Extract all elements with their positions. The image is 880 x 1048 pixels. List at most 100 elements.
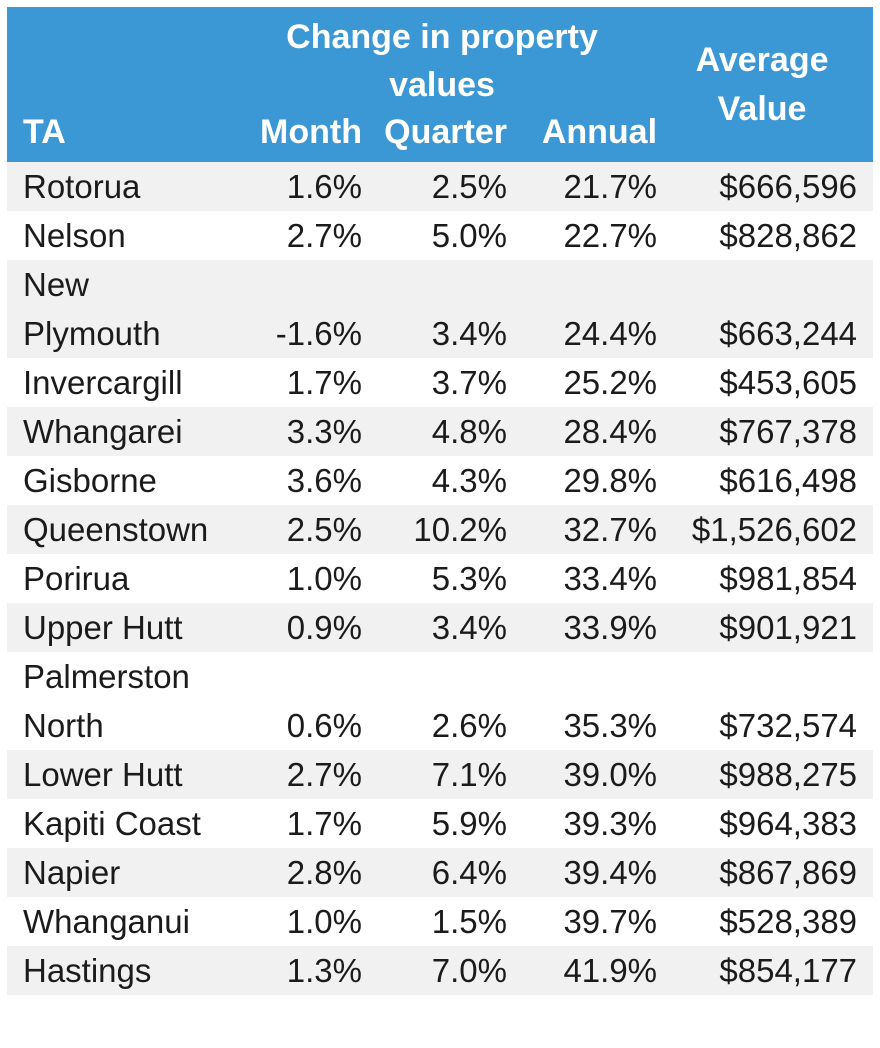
annual-cell: 25.2%	[563, 364, 658, 401]
table-row: Nelson 2.7% 5.0% 22.7% $828,862	[7, 211, 874, 260]
month-cell: 2.8%	[286, 854, 362, 891]
month-cell: 0.6%	[286, 707, 362, 744]
table-row: New Plymouth -1.6% 3.4% 24.4% $663,244	[7, 260, 874, 358]
average-value-cell: $828,862	[719, 217, 858, 254]
average-value-cell: $453,605	[719, 364, 858, 401]
column-header-quarter: Quarter	[362, 109, 507, 162]
table-row: Hastings 1.3% 7.0% 41.9% $854,177	[7, 946, 874, 995]
group-header-change-in-property-values: Change in property values	[227, 7, 658, 109]
annual-cell: 39.7%	[563, 903, 658, 940]
table-row: Whanganui 1.0% 1.5% 39.7% $528,389	[7, 897, 874, 946]
annual-cell: 33.4%	[563, 560, 658, 597]
month-cell: 1.6%	[286, 168, 362, 205]
quarter-cell: 6.4%	[431, 854, 507, 891]
table-row: Invercargill 1.7% 3.7% 25.2% $453,605	[7, 358, 874, 407]
annual-cell: 39.4%	[563, 854, 658, 891]
average-value-cell: $616,498	[719, 462, 858, 499]
group-header-label: Change in property values	[286, 18, 598, 104]
annual-cell: 22.7%	[563, 217, 658, 254]
annual-cell: 39.3%	[563, 805, 658, 842]
average-value-cell: $732,574	[719, 707, 858, 744]
table-row: Lower Hutt 2.7% 7.1% 39.0% $988,275	[7, 750, 874, 799]
table-body: Rotorua 1.6% 2.5% 21.7% $666,596 Nelson 2.7% 5.…	[7, 162, 874, 995]
quarter-cell: 5.0%	[431, 217, 507, 254]
ta-cell: Napier	[23, 854, 121, 891]
month-cell: 1.7%	[286, 805, 362, 842]
table-row: Gisborne 3.6% 4.3% 29.8% $616,498	[7, 456, 874, 505]
ta-cell: Hastings	[23, 952, 152, 989]
ta-cell: Palmerston North	[23, 658, 190, 744]
average-value-label: Average Value	[695, 40, 829, 128]
quarter-cell: 4.8%	[431, 413, 507, 450]
annual-cell: 41.9%	[563, 952, 658, 989]
month-cell: 3.6%	[286, 462, 362, 499]
ta-cell: Kapiti Coast	[23, 805, 201, 842]
quarter-cell: 3.4%	[431, 315, 507, 352]
ta-cell: Rotorua	[23, 168, 141, 205]
ta-cell: New Plymouth	[23, 266, 161, 352]
table-header: Change in property values Average Value …	[7, 7, 874, 162]
table-row: Napier 2.8% 6.4% 39.4% $867,869	[7, 848, 874, 897]
month-cell: 1.3%	[286, 952, 362, 989]
average-value-cell: $981,854	[719, 560, 858, 597]
ta-cell: Queenstown	[23, 511, 209, 548]
table-row: Queenstown 2.5% 10.2% 32.7% $1,526,602	[7, 505, 874, 554]
quarter-cell: 4.3%	[431, 462, 507, 499]
quarter-cell: 10.2%	[413, 511, 507, 548]
average-value-cell: $528,389	[719, 903, 858, 940]
average-value-cell: $854,177	[719, 952, 858, 989]
table-row: Whangarei 3.3% 4.8% 28.4% $767,378	[7, 407, 874, 456]
header-spacer	[7, 7, 227, 109]
column-header-annual: Annual	[507, 109, 658, 162]
ta-cell: Invercargill	[23, 364, 183, 401]
annual-cell: 32.7%	[563, 511, 658, 548]
quarter-cell: 3.7%	[431, 364, 507, 401]
annual-cell: 29.8%	[563, 462, 658, 499]
average-value-cell: $666,596	[719, 168, 858, 205]
average-value-cell: $964,383	[719, 805, 858, 842]
ta-cell: Nelson	[23, 217, 126, 254]
month-cell: 1.7%	[286, 364, 362, 401]
ta-cell: Lower Hutt	[23, 756, 183, 793]
table-row: Rotorua 1.6% 2.5% 21.7% $666,596	[7, 162, 874, 211]
month-cell: -1.6%	[275, 315, 362, 352]
table-row: Porirua 1.0% 5.3% 33.4% $981,854	[7, 554, 874, 603]
annual-cell: 28.4%	[563, 413, 658, 450]
annual-cell: 35.3%	[563, 707, 658, 744]
column-header-average-value: Average Value	[657, 7, 874, 162]
quarter-cell: 2.6%	[431, 707, 507, 744]
month-cell: 2.7%	[286, 217, 362, 254]
quarter-cell: 1.5%	[431, 903, 507, 940]
average-value-cell: $901,921	[719, 609, 858, 646]
month-cell: 1.0%	[286, 903, 362, 940]
average-value-cell: $663,244	[719, 315, 858, 352]
table-row: Kapiti Coast 1.7% 5.9% 39.3% $964,383	[7, 799, 874, 848]
ta-cell: Gisborne	[23, 462, 157, 499]
average-value-cell: $988,275	[719, 756, 858, 793]
ta-cell: Whanganui	[23, 903, 190, 940]
property-values-table: Change in property values Average Value …	[7, 7, 874, 995]
quarter-cell: 5.3%	[431, 560, 507, 597]
ta-cell: Whangarei	[23, 413, 183, 450]
average-value-cell: $867,869	[719, 854, 858, 891]
quarter-cell: 2.5%	[431, 168, 507, 205]
month-cell: 2.5%	[286, 511, 362, 548]
ta-cell: Porirua	[23, 560, 130, 597]
table-row: Upper Hutt 0.9% 3.4% 33.9% $901,921	[7, 603, 874, 652]
annual-cell: 21.7%	[563, 168, 658, 205]
quarter-cell: 5.9%	[431, 805, 507, 842]
table-row: Palmerston North 0.6% 2.6% 35.3% $732,574	[7, 652, 874, 750]
month-cell: 1.0%	[286, 560, 362, 597]
annual-cell: 24.4%	[563, 315, 658, 352]
average-value-cell: $1,526,602	[691, 511, 858, 548]
quarter-cell: 7.0%	[431, 952, 507, 989]
month-cell: 0.9%	[286, 609, 362, 646]
annual-cell: 39.0%	[563, 756, 658, 793]
quarter-cell: 3.4%	[431, 609, 507, 646]
ta-cell: Upper Hutt	[23, 609, 183, 646]
month-cell: 2.7%	[286, 756, 362, 793]
average-value-cell: $767,378	[719, 413, 858, 450]
quarter-cell: 7.1%	[431, 756, 507, 793]
annual-cell: 33.9%	[563, 609, 658, 646]
